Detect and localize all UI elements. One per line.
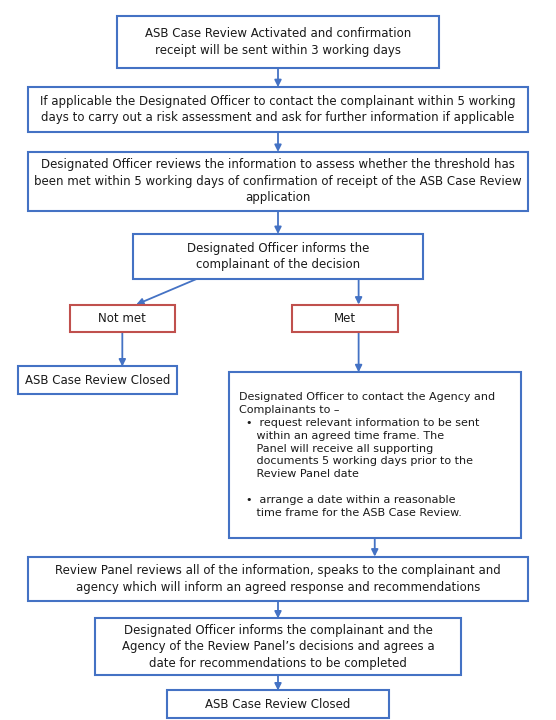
FancyBboxPatch shape	[167, 690, 389, 718]
Text: If applicable the Designated Officer to contact the complainant within 5 working: If applicable the Designated Officer to …	[40, 95, 516, 124]
Text: ASB Case Review Closed: ASB Case Review Closed	[24, 374, 170, 387]
Text: Designated Officer informs the
complainant of the decision: Designated Officer informs the complaina…	[187, 242, 369, 271]
Text: ASB Case Review Activated and confirmation
receipt will be sent within 3 working: ASB Case Review Activated and confirmati…	[145, 27, 411, 56]
FancyBboxPatch shape	[133, 234, 423, 279]
Text: Designated Officer informs the complainant and the
Agency of the Review Panel’s : Designated Officer informs the complaina…	[122, 624, 434, 670]
FancyBboxPatch shape	[117, 16, 439, 68]
Text: Not met: Not met	[98, 312, 146, 325]
Text: ASB Case Review Closed: ASB Case Review Closed	[205, 698, 351, 711]
FancyBboxPatch shape	[70, 305, 175, 332]
FancyBboxPatch shape	[18, 366, 177, 394]
Text: Review Panel reviews all of the information, speaks to the complainant and
agenc: Review Panel reviews all of the informat…	[55, 564, 501, 593]
FancyBboxPatch shape	[95, 618, 461, 675]
Text: Designated Officer reviews the information to assess whether the threshold has
b: Designated Officer reviews the informati…	[34, 158, 522, 204]
FancyBboxPatch shape	[28, 557, 528, 601]
FancyBboxPatch shape	[28, 152, 528, 211]
FancyBboxPatch shape	[292, 305, 398, 332]
Text: Met: Met	[334, 312, 356, 325]
FancyBboxPatch shape	[229, 372, 521, 538]
Text: Designated Officer to contact the Agency and
Complainants to –
  •  request rele: Designated Officer to contact the Agency…	[239, 392, 495, 518]
FancyBboxPatch shape	[28, 87, 528, 132]
